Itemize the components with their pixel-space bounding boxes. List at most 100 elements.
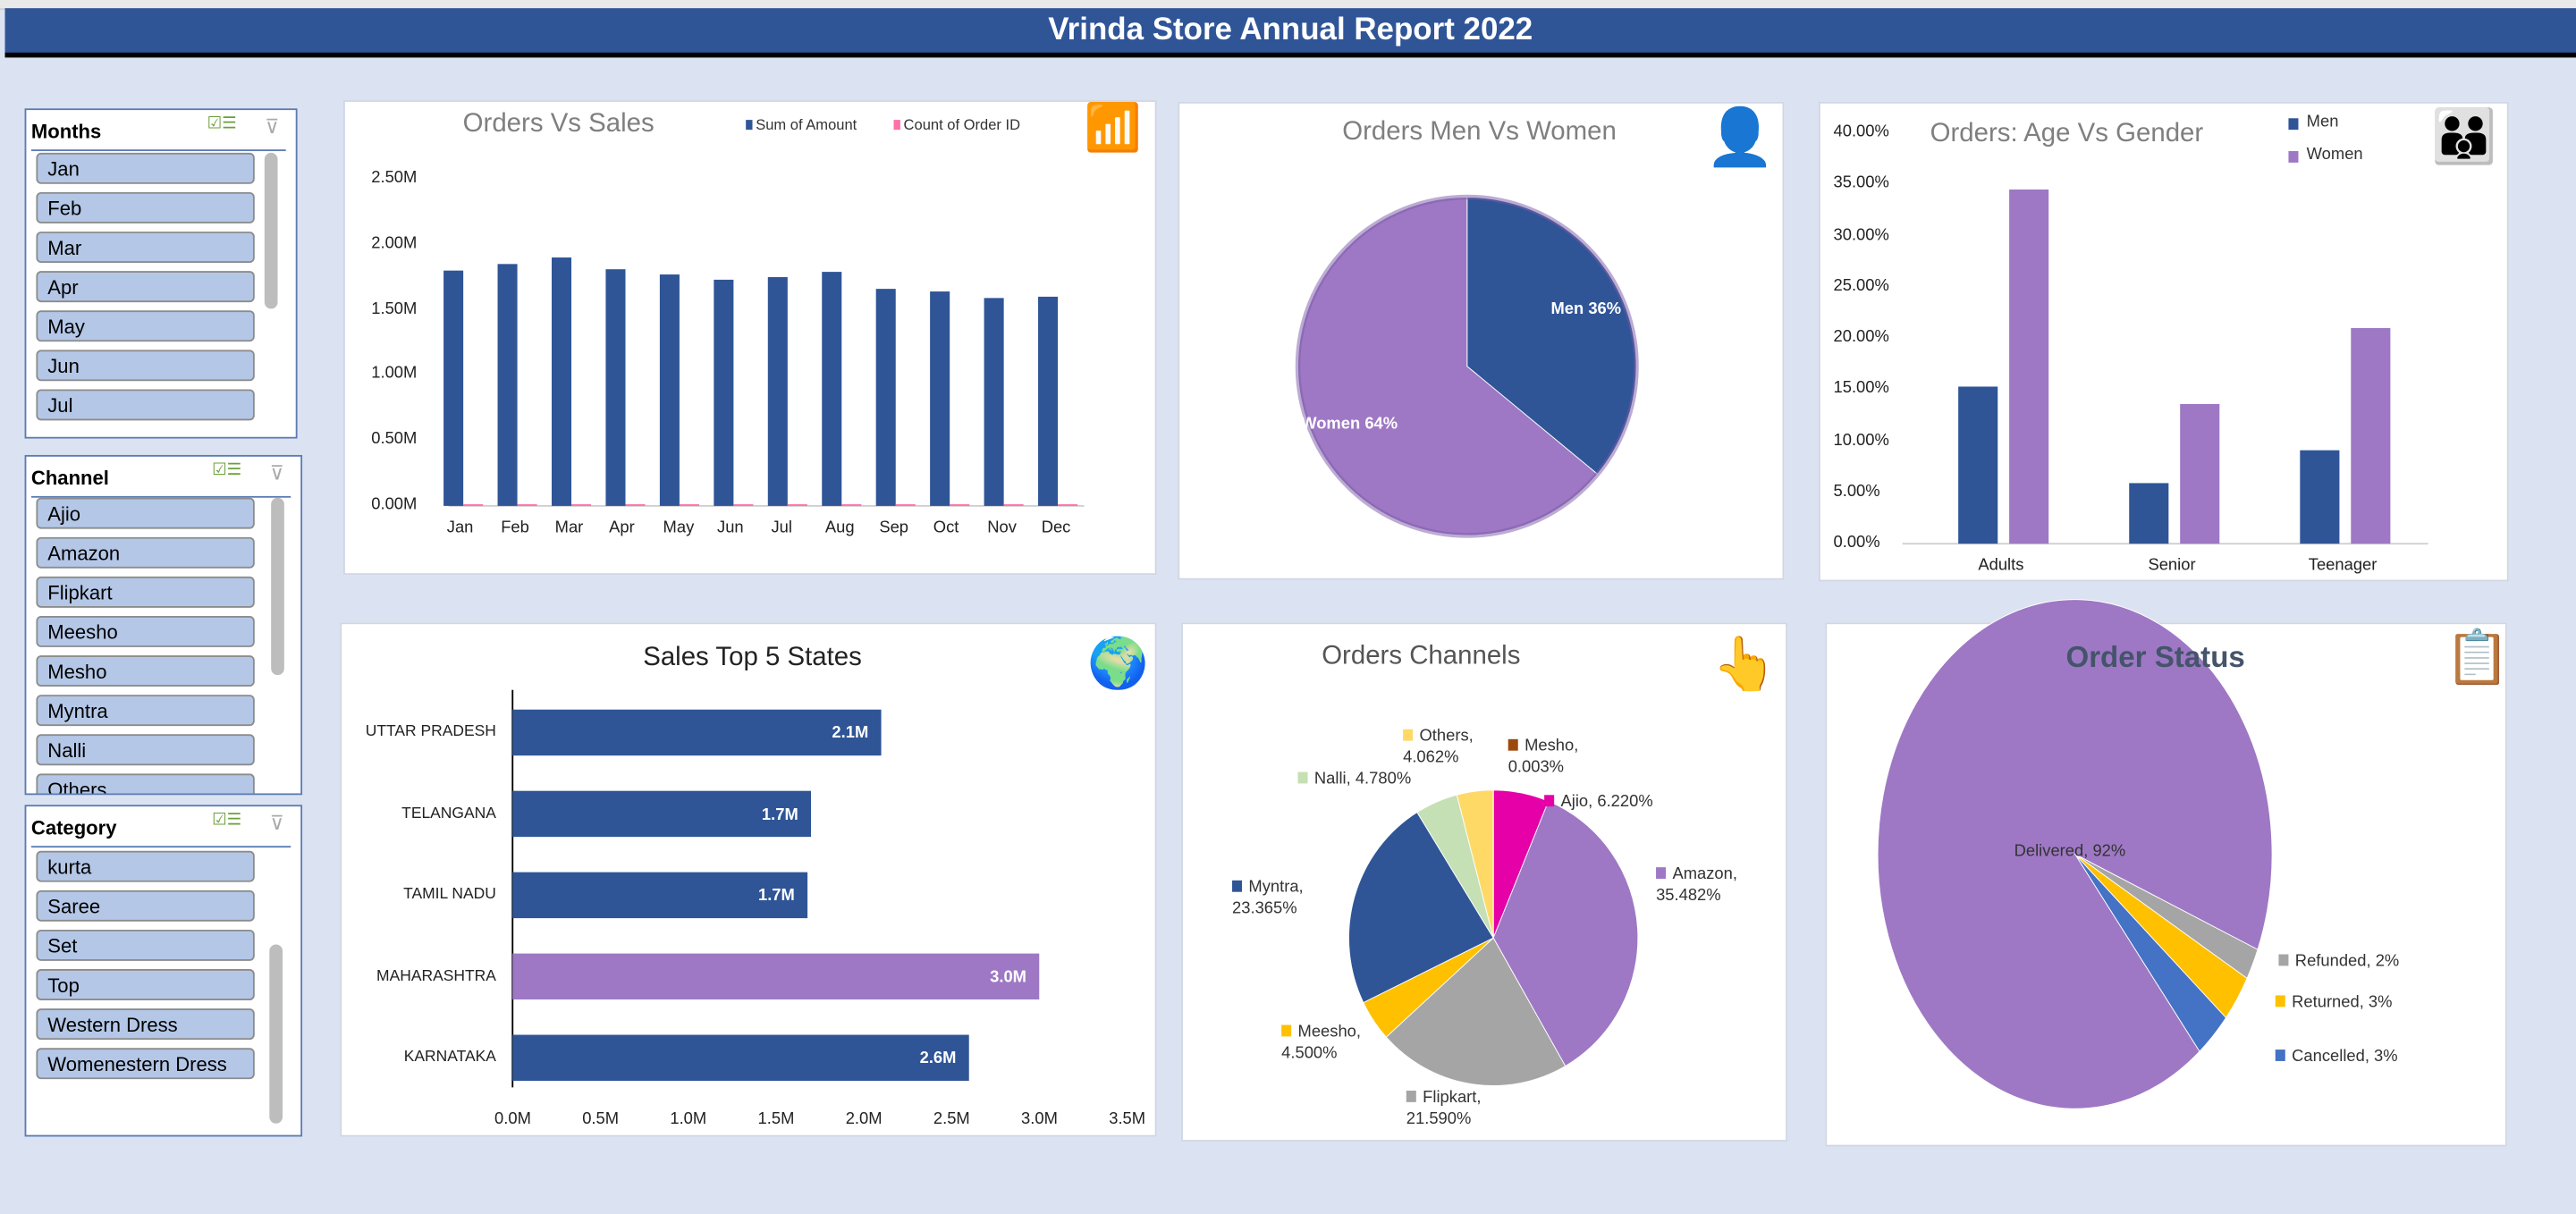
y-tick-label: MAHARASHTRA <box>376 966 496 985</box>
pie-slice-myntra <box>1348 812 1494 1004</box>
y-tick-label: 25.00% <box>1833 277 1889 296</box>
slicer-item-ajio[interactable]: Ajio <box>36 497 255 529</box>
data-label-text: Cancelled, 3% <box>2292 1048 2398 1066</box>
scrollbar[interactable] <box>264 152 278 309</box>
data-label-text: Myntra, 23.365% <box>1232 878 1304 919</box>
slicer-item-jul[interactable]: Jul <box>36 389 255 421</box>
legend-swatch <box>1508 738 1518 751</box>
pie-slice-delivered <box>1877 599 2273 1109</box>
bar-sum-of-amount <box>1038 296 1059 506</box>
slicer-item-feb[interactable]: Feb <box>36 191 255 223</box>
data-label-returned: Returned, 3% <box>2275 992 2393 1014</box>
data-label-text: Ajio, 6.220% <box>1560 793 1653 812</box>
legend-swatch <box>1232 880 1243 892</box>
bar-sum-of-amount <box>605 269 626 506</box>
bar-maharashtra <box>512 953 1040 1000</box>
x-tick-label: May <box>663 518 695 537</box>
slicer-item-jun[interactable]: Jun <box>36 350 255 382</box>
legend-label: Women <box>2306 146 2363 164</box>
bar-count-of-order-id <box>841 504 862 506</box>
multi-select-icon[interactable]: ☑☰ <box>207 114 237 133</box>
legend-swatch <box>1544 795 1555 807</box>
data-label-refunded: Refunded, 2% <box>2278 951 2399 973</box>
data-label-delivered: Delivered, 92% <box>2014 841 2126 863</box>
chart-canvas <box>1295 194 1639 538</box>
data-label-text: Nalli, 4.780% <box>1313 770 1412 788</box>
page-title: Vrinda Store Annual Report 2022 <box>4 8 2576 58</box>
slicer-item-mesho[interactable]: Mesho <box>36 655 255 687</box>
y-tick-label: 1.50M <box>371 299 418 318</box>
bar-count-of-order-id <box>625 504 646 506</box>
slicer-item-amazon[interactable]: Amazon <box>36 536 255 569</box>
multi-select-icon[interactable]: ☑☰ <box>212 461 242 480</box>
bar-men <box>2300 450 2340 544</box>
x-tick-label: Apr <box>609 518 635 537</box>
legend-swatch <box>2278 954 2289 966</box>
data-label-meesho: Meesho, 4.500% <box>1281 1022 1403 1065</box>
slicer-item-flipkart[interactable]: Flipkart <box>36 576 255 608</box>
legend-swatch <box>1403 729 1414 741</box>
y-tick-label: 30.00% <box>1833 225 1889 244</box>
data-label-text: Returned, 3% <box>2292 993 2393 1012</box>
slicer-item-womenestern-dress[interactable]: Womenestern Dress <box>36 1048 255 1080</box>
x-tick-label: Adults <box>1978 556 2024 576</box>
slicer-item-set[interactable]: Set <box>36 929 255 961</box>
data-label-amazon: Amazon, 35.482% <box>1656 864 1778 906</box>
slicer-item-apr[interactable]: Apr <box>36 271 255 303</box>
clear-filter-icon[interactable]: ⊽ <box>269 461 284 485</box>
legend-swatch <box>1297 771 1308 784</box>
bar-uttar-pradesh <box>512 709 882 756</box>
bar-sum-of-amount <box>714 279 734 506</box>
legend-swatch <box>2288 118 2299 131</box>
slicer-title: Months <box>30 114 286 152</box>
slicer-item-mar[interactable]: Mar <box>36 232 255 263</box>
x-tick-label: 1.0M <box>670 1110 707 1129</box>
clear-filter-icon[interactable]: ⊽ <box>265 114 280 139</box>
chart-title: Orders: Age Vs Gender <box>1930 120 2204 148</box>
x-tick-label: Feb <box>501 518 529 537</box>
slicer-item-others[interactable]: Others <box>36 773 255 794</box>
y-tick-label: 2.00M <box>371 234 418 253</box>
clipboard-checklist-icon: 📋 <box>2445 627 2511 687</box>
scrollbar[interactable] <box>271 497 284 676</box>
bar-telangana <box>512 790 812 838</box>
slicer-item-western-dress[interactable]: Western Dress <box>36 1008 255 1041</box>
legend-label: Count of Order ID <box>903 116 1021 133</box>
legend-swatch <box>893 120 900 131</box>
data-label-myntra: Myntra, 23.365% <box>1232 877 1354 920</box>
x-tick-label: Jun <box>717 518 744 537</box>
x-tick-label: Dec <box>1041 518 1071 537</box>
slicer-title: Category <box>30 810 291 848</box>
bar-count-of-order-id <box>950 504 970 506</box>
touch-network-icon: 👆 <box>1711 634 1778 694</box>
data-label-text: Meesho, 4.500% <box>1281 1023 1362 1063</box>
months-slicer: Months ☑☰ ⊽ Jan Feb Mar Apr May Jun Jul <box>24 108 298 439</box>
slicer-item-jan[interactable]: Jan <box>36 152 255 184</box>
pie-slice-amazon <box>1492 800 1639 1067</box>
age-vs-gender-chart: Orders: Age Vs Gender Men Women 👪 0.00% 5.00%… <box>1818 101 2509 582</box>
slicer-item-top[interactable]: Top <box>36 969 255 1000</box>
slicer-item-meesho[interactable]: Meesho <box>36 616 255 647</box>
bar-men <box>1958 386 1998 544</box>
chart-title: Orders Vs Sales <box>462 110 655 139</box>
legend-label: Sum of Amount <box>756 116 857 133</box>
bar-sum-of-amount <box>443 270 464 506</box>
slicer-item-nalli[interactable]: Nalli <box>36 734 255 766</box>
bar-count-of-order-id <box>571 504 592 506</box>
bar-count-of-order-id <box>517 504 537 506</box>
scrollbar[interactable] <box>269 944 283 1124</box>
channel-slicer: Channel ☑☰ ⊽ Ajio Amazon Flipkart Meesho Mesho M… <box>24 454 303 796</box>
bar-sum-of-amount <box>767 276 788 506</box>
multi-select-icon[interactable]: ☑☰ <box>212 811 242 830</box>
slicer-item-may[interactable]: May <box>36 310 255 342</box>
men-vs-women-chart: Orders Men Vs Women 👤 Men 36% Women 64% <box>1178 101 1785 580</box>
clear-filter-icon[interactable]: ⊽ <box>269 811 284 835</box>
person-icon: 👤 <box>1705 106 1775 170</box>
x-tick-label: Jul <box>771 518 792 537</box>
slicer-item-saree[interactable]: Saree <box>36 889 255 922</box>
y-tick-label: 0.50M <box>371 430 418 449</box>
slicer-item-kurta[interactable]: kurta <box>36 850 255 882</box>
chart-canvas <box>511 689 1040 1088</box>
slicer-item-myntra[interactable]: Myntra <box>36 695 255 727</box>
